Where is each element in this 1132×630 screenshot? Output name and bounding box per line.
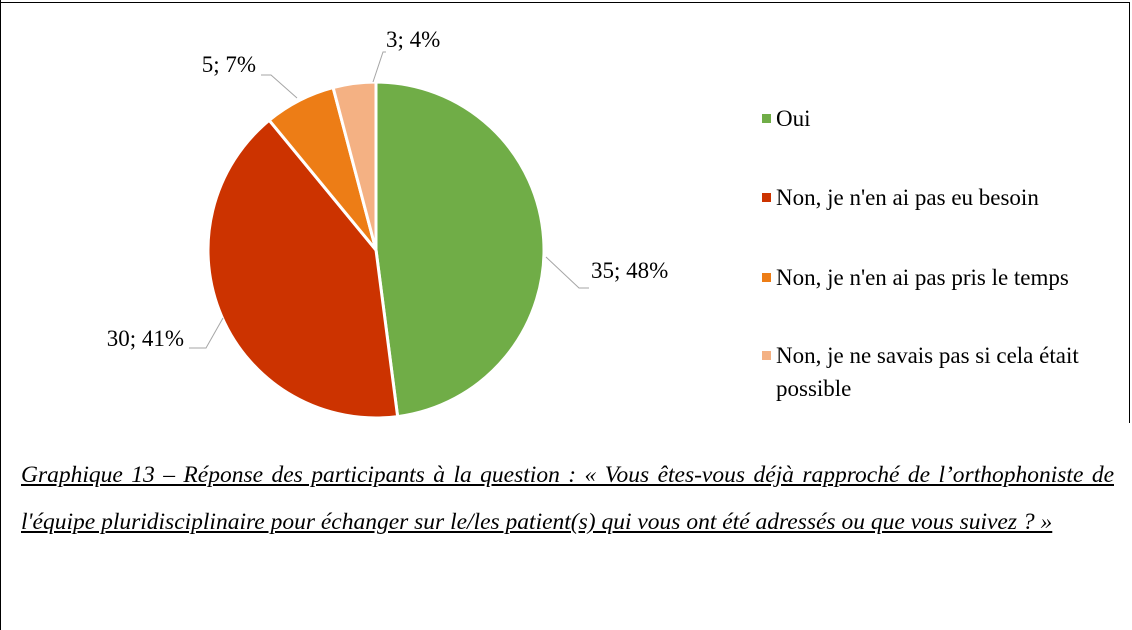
- caption: Graphique 13 – Réponse des participants …: [21, 462, 1114, 535]
- chart-frame: [1, 2, 1130, 423]
- leader-line: [545, 256, 589, 289]
- legend-entry: Non, je n'en ai pas eu besoin: [762, 181, 1121, 214]
- data-label: 3; 4%: [386, 27, 440, 52]
- legend-swatch: [762, 114, 771, 123]
- legend-entry: Non, je n'en ai pas pris le temps: [762, 261, 1121, 294]
- legend-swatch: [762, 193, 771, 202]
- legend-swatch: [762, 273, 771, 282]
- legend-label: Oui: [776, 106, 811, 131]
- pie-slice: [374, 80, 546, 419]
- legend-entry: Non, je ne savais pas si cela était poss…: [762, 339, 1121, 405]
- legend-entry: Oui: [762, 102, 1121, 135]
- legend-label: Non, je n'en ai pas eu besoin: [776, 185, 1039, 210]
- leader-line: [372, 51, 386, 83]
- legend-label: Non, je ne savais pas si cela était poss…: [776, 343, 1079, 401]
- legend-label: Non, je n'en ai pas pris le temps: [776, 265, 1069, 290]
- legend-swatch: [762, 351, 771, 360]
- leader-line: [189, 317, 224, 349]
- data-label: 30; 41%: [107, 326, 184, 351]
- pie-slice: [206, 118, 400, 420]
- data-label: 5; 7%: [202, 52, 256, 77]
- data-label: 35; 48%: [591, 258, 668, 283]
- chart: 35; 48% 30; 41% 5; 7% 3; 4%: [107, 27, 668, 420]
- leader-line: [261, 74, 298, 99]
- pie-slice: [331, 80, 378, 251]
